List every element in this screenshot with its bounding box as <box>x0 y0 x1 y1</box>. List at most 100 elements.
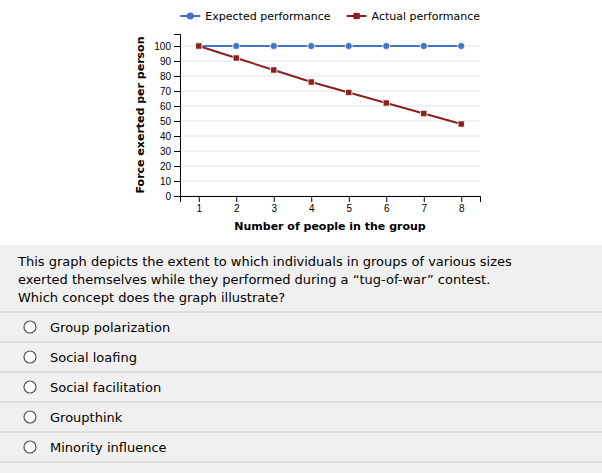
tick: 3 <box>271 196 277 214</box>
tick-mark <box>174 91 180 92</box>
tick-label: 40 <box>160 131 172 142</box>
tick: 6 <box>384 196 390 214</box>
question-panel <box>0 245 602 473</box>
radio-button[interactable] <box>24 381 36 393</box>
legend-label: Actual performance <box>372 10 481 23</box>
tick-label: 30 <box>160 146 172 157</box>
tick: 1 <box>196 196 202 214</box>
grid-line <box>180 91 480 92</box>
tick: 8 <box>459 196 465 214</box>
option[interactable]: Social facilitation <box>24 380 161 395</box>
option[interactable]: Group polarization <box>24 320 170 335</box>
tick-mark <box>174 136 180 137</box>
x-axis: 1 2 3 4 5 6 7 8 <box>181 196 481 214</box>
tick-label: 20 <box>160 161 172 172</box>
separator <box>0 462 602 463</box>
grid-line <box>180 106 480 107</box>
tick-label: 2 <box>234 203 240 214</box>
tick-mark <box>236 196 237 202</box>
tick-mark <box>199 196 200 202</box>
separator <box>0 312 602 313</box>
tick: 90 <box>160 56 180 67</box>
marker <box>383 42 390 49</box>
option-label[interactable]: Minority influence <box>50 440 167 455</box>
grid-line <box>180 76 480 77</box>
separator <box>0 402 602 403</box>
tick: 60 <box>160 101 180 112</box>
radio-button[interactable] <box>24 441 36 453</box>
tick-label: 4 <box>309 203 315 214</box>
legend: Expected performance Actual performance <box>180 10 480 23</box>
marker <box>233 42 240 49</box>
tick-label: 0 <box>165 191 171 202</box>
option-label[interactable]: Group polarization <box>50 320 170 335</box>
marker <box>383 100 389 106</box>
y-axis-title: Force exerted per person <box>134 36 147 193</box>
tick-label: 7 <box>421 203 427 214</box>
option-label[interactable]: Groupthink <box>50 410 123 425</box>
tick-label: 70 <box>160 86 172 97</box>
tick: 70 <box>160 86 180 97</box>
marker <box>458 121 464 127</box>
tick-mark <box>174 166 180 167</box>
tick-label: 50 <box>160 116 172 127</box>
tick-mark <box>174 46 180 47</box>
plot-area <box>195 42 465 127</box>
radio-button[interactable] <box>24 321 36 333</box>
tick-label: 10 <box>160 176 172 187</box>
tick-mark <box>174 106 180 107</box>
marker <box>458 42 465 49</box>
option[interactable]: Minority influence <box>24 440 167 455</box>
tick: 2 <box>234 196 240 214</box>
grid-line <box>180 166 480 167</box>
tick-mark <box>174 121 180 122</box>
chart: 123456780102030405060708090100Number of … <box>134 10 481 233</box>
question: This graph depicts the extent to which i… <box>17 254 512 305</box>
axis-line <box>174 35 181 197</box>
marker <box>233 55 239 61</box>
options: Group polarization Social loafing Social f… <box>0 312 602 462</box>
grid-line <box>180 181 480 182</box>
option-label[interactable]: Social facilitation <box>50 380 161 395</box>
radio-button[interactable] <box>24 351 36 363</box>
tick: 10 <box>160 176 180 187</box>
tick-label: 60 <box>160 101 172 112</box>
separator <box>0 342 602 343</box>
tick-label: 90 <box>160 56 172 67</box>
tick-mark <box>311 196 312 202</box>
tick-mark <box>461 196 462 202</box>
tick-label: 3 <box>271 203 277 214</box>
marker <box>421 110 427 116</box>
tick-label: 6 <box>384 203 390 214</box>
option-label[interactable]: Social loafing <box>50 350 137 365</box>
legend-item: Expected performance <box>180 10 330 23</box>
tick-mark <box>174 196 180 197</box>
page: 123456780102030405060708090100Number of … <box>0 0 602 473</box>
tick-mark <box>386 196 387 202</box>
grid-line <box>180 151 480 152</box>
grid-line <box>180 121 480 122</box>
option[interactable]: Groupthink <box>24 410 123 425</box>
radio-button[interactable] <box>24 411 36 423</box>
separator <box>0 372 602 373</box>
legend-marker <box>187 12 194 19</box>
tick-label: 80 <box>160 71 172 82</box>
marker <box>345 42 352 49</box>
tick-label: 1 <box>196 203 202 214</box>
tick: 0 <box>165 191 180 202</box>
tick: 20 <box>160 161 180 172</box>
grid-line <box>180 61 480 62</box>
tick-label: 5 <box>346 203 352 214</box>
tick-mark <box>174 181 180 182</box>
x-axis-title: Number of people in the group <box>234 220 426 233</box>
option[interactable]: Social loafing <box>24 350 137 365</box>
tick: 80 <box>160 71 180 82</box>
tick: 40 <box>160 131 180 142</box>
tick-label: 8 <box>459 203 465 214</box>
question-text: This graph depicts the extent to which i… <box>17 254 512 269</box>
question-text: exerted themselves while they performed … <box>18 272 490 287</box>
grid <box>180 46 480 196</box>
tick: 30 <box>160 146 180 157</box>
tick: 5 <box>346 196 352 214</box>
legend-item: Actual performance <box>347 10 481 23</box>
